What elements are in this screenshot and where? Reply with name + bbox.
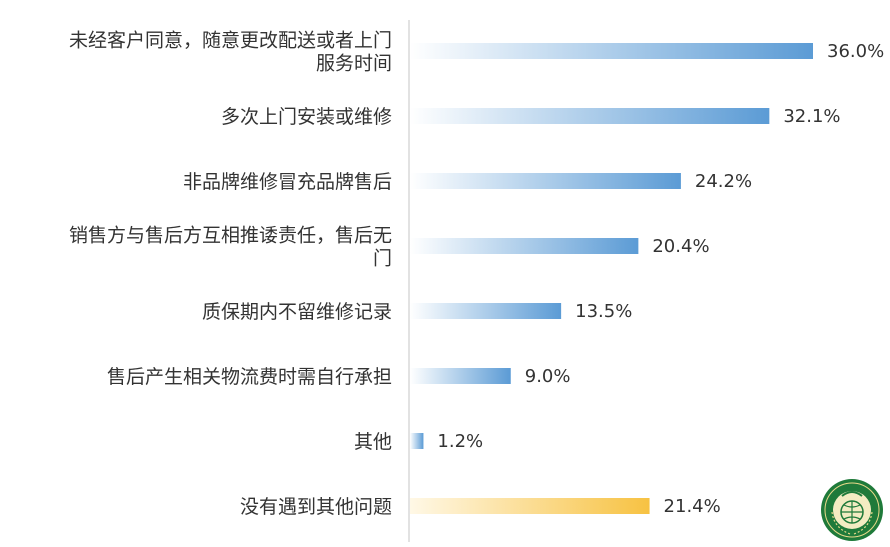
value-labels-group: 36.0% 32.1% 24.2% 20.4% 13.5% 9.0% 1.2% 21.4%: [437, 41, 884, 517]
category-label: 非品牌维修冒充品牌售后: [183, 171, 392, 193]
category-label: 门: [373, 248, 392, 270]
bar: [410, 433, 424, 449]
bar: [410, 368, 511, 384]
bar: [410, 498, 650, 514]
bar: [410, 43, 813, 59]
category-label: 服务时间: [316, 53, 392, 75]
bar: [410, 238, 639, 254]
bar: [410, 173, 681, 189]
value-label: 20.4%: [652, 236, 709, 257]
value-label: 24.2%: [695, 171, 752, 192]
category-label: 多次上门安装或维修: [221, 106, 392, 128]
value-label: 1.2%: [437, 431, 483, 452]
bar: [410, 108, 770, 124]
value-label: 9.0%: [525, 366, 571, 387]
value-label: 36.0%: [827, 41, 884, 62]
category-label: 售后产生相关物流费时需自行承担: [107, 366, 392, 388]
category-label: 没有遇到其他问题: [240, 496, 392, 518]
value-label: 32.1%: [783, 106, 840, 127]
bars-group: [410, 43, 813, 514]
category-labels-group: 未经客户同意，随意更改配送或者上门服务时间多次上门安装或维修非品牌维修冒充品牌售…: [69, 30, 392, 519]
category-label: 销售方与售后方互相推诿责任，售后无: [69, 225, 392, 247]
category-label: 质保期内不留维修记录: [202, 301, 392, 323]
category-label: 其他: [354, 431, 392, 453]
value-label: 13.5%: [575, 301, 632, 322]
bar: [410, 303, 562, 319]
category-label: 未经客户同意，随意更改配送或者上门: [69, 30, 392, 52]
consumer-association-seal-icon: [820, 478, 884, 542]
value-label: 21.4%: [664, 496, 721, 517]
